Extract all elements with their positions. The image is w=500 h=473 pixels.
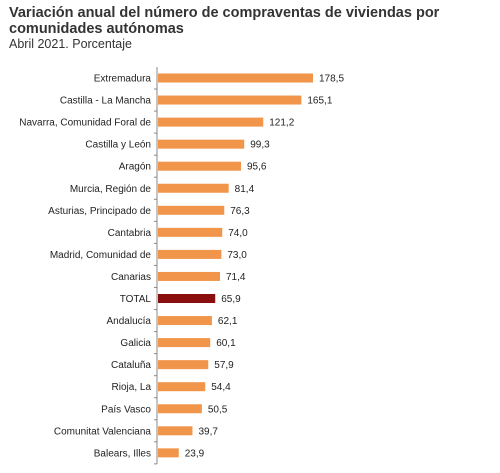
bar	[158, 205, 225, 215]
value-label: 23,9	[185, 448, 205, 459]
value-label: 121,2	[269, 118, 294, 129]
bars	[158, 73, 313, 458]
bar	[158, 360, 209, 370]
bar	[158, 183, 229, 193]
category-label: Extremadura	[94, 74, 152, 85]
category-label: Canarias	[111, 272, 151, 283]
bar	[158, 161, 242, 171]
value-label: 39,7	[198, 426, 218, 437]
category-label: Madrid, Comunidad de	[50, 250, 152, 261]
bar	[158, 448, 179, 458]
value-labels: 178,5 165,1 121,2 99,3 95,6 81,4 76,3 74,0 73,0 7…	[185, 74, 345, 460]
bar	[158, 316, 212, 326]
bar	[158, 117, 264, 127]
value-label: 165,1	[307, 96, 332, 107]
category-label: País Vasco	[101, 404, 151, 415]
category-label: Galicia	[120, 338, 151, 349]
total-bar	[158, 294, 216, 303]
value-label: 60,1	[216, 338, 236, 349]
category-label: Cantabria	[108, 228, 152, 239]
bar	[158, 404, 202, 414]
bar	[158, 227, 223, 237]
value-label: 73,0	[227, 250, 247, 261]
bar	[158, 382, 206, 392]
value-label: 50,5	[208, 404, 228, 415]
category-label: Andalucía	[107, 316, 152, 327]
category-label: Balears, Illes	[94, 448, 151, 459]
value-label: 54,4	[211, 382, 231, 393]
category-label: Castilla y León	[85, 140, 151, 151]
value-label: 71,4	[226, 272, 246, 283]
bar	[158, 249, 222, 259]
category-label: TOTAL	[120, 294, 152, 305]
bar	[158, 139, 245, 149]
bar	[158, 338, 211, 348]
value-label: 76,3	[230, 206, 250, 217]
bar	[158, 426, 193, 436]
chart-title: Variación anual del número de compravent…	[9, 5, 440, 37]
bar	[158, 73, 313, 83]
value-label: 81,4	[235, 184, 255, 195]
value-label: 57,9	[214, 360, 234, 371]
value-label: 65,9	[221, 294, 241, 305]
chart-subtitle: Abril 2021. Porcentaje	[9, 37, 132, 51]
category-label: Aragón	[119, 162, 151, 173]
category-label: Rioja, La	[112, 382, 152, 393]
category-label: Navarra, Comunidad Foral de	[19, 118, 151, 129]
bar	[158, 271, 220, 281]
bar	[158, 95, 302, 105]
category-label: Asturias, Principado de	[48, 206, 151, 217]
category-labels: Extremadura Castilla - La Mancha Navarra, …	[19, 74, 157, 465]
value-label: 74,0	[228, 228, 248, 239]
category-label: Castilla - La Mancha	[60, 96, 152, 107]
value-label: 62,1	[218, 316, 238, 327]
value-label: 99,3	[250, 140, 270, 151]
value-label: 178,5	[319, 74, 344, 85]
value-label: 95,6	[247, 162, 267, 173]
category-label: Murcia, Región de	[70, 184, 152, 195]
category-label: Cataluña	[111, 360, 151, 371]
category-label: Comunitat Valenciana	[54, 426, 152, 437]
